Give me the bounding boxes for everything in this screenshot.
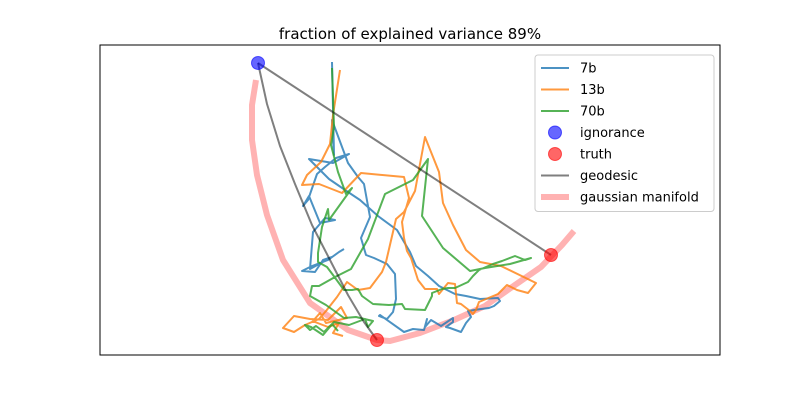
legend-label-gaussian-manifold: gaussian manifold (580, 191, 699, 206)
legend-label-7b: 7b (580, 62, 597, 77)
legend-item-7b: 7b (541, 62, 597, 77)
legend-swatch-truth (548, 147, 562, 161)
legend-item-truth: truth (548, 147, 612, 163)
legend: 7b 13b 70b ignorance truth geodesic gaussian m… (534, 54, 715, 212)
series-line-70b (304, 67, 532, 336)
legend-label-truth: truth (580, 148, 612, 163)
legend-item-gaussian-manifold: gaussian manifold (541, 191, 699, 206)
series-layer (249, 56, 577, 347)
legend-item-geodesic: geodesic (541, 169, 638, 184)
point-truth (370, 333, 384, 347)
series-line-7b (301, 61, 501, 333)
plot-area-frame (99, 44, 721, 356)
point-ignorance (251, 56, 265, 70)
legend-item-70b: 70b (541, 105, 605, 120)
series-line-gaussian-manifold (249, 79, 577, 344)
legend-frame (534, 54, 715, 212)
legend-swatch-ignorance (548, 125, 562, 140)
legend-label-ignorance: ignorance (580, 126, 645, 141)
legend-label-70b: 70b (580, 105, 605, 120)
point-truth (544, 248, 558, 262)
series-line-geodesic (257, 62, 552, 256)
legend-item-13b: 13b (541, 83, 605, 98)
chart-title: fraction of explained variance 89% (279, 25, 541, 43)
legend-label-geodesic: geodesic (580, 169, 638, 184)
legend-item-ignorance: ignorance (548, 125, 645, 141)
series-line-curved-geodesic (257, 62, 378, 341)
legend-label-13b: 13b (580, 83, 605, 98)
